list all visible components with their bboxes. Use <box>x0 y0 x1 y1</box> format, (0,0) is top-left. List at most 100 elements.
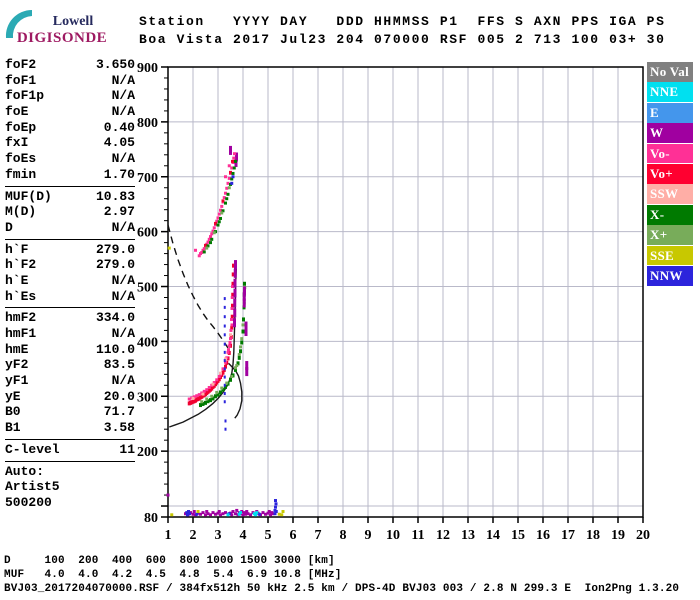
param-label: h`E <box>5 272 29 288</box>
param-value: N/A <box>111 104 135 120</box>
param-label: foF1p <box>5 88 45 104</box>
param-value: 20.0 <box>103 388 135 404</box>
param-row: fmin 1.70 <box>5 167 135 183</box>
svg-text:5: 5 <box>265 528 272 543</box>
param-value: 2.97 <box>103 204 135 220</box>
param-value: 11 <box>119 441 135 457</box>
param-value: 0.40 <box>103 119 135 135</box>
svg-text:14: 14 <box>486 528 500 543</box>
param-row: yE 20.0 <box>5 389 135 405</box>
param-value: N/A <box>111 288 135 304</box>
legend-item: SSW <box>647 184 693 205</box>
svg-text:10: 10 <box>386 528 400 543</box>
logo-digisonde: DIGISONDE <box>16 30 108 46</box>
svg-text:18: 18 <box>586 528 600 543</box>
param-label: Artist5 <box>5 479 60 495</box>
param-value: 71.7 <box>103 404 135 420</box>
param-row: MUF(D) 10.83 <box>5 189 135 205</box>
dmuf-table: D 100 200 400 600 800 1000 1500 3000 [km… <box>4 555 342 582</box>
svg-text:12: 12 <box>436 528 450 543</box>
param-value: 279.0 <box>95 241 135 257</box>
param-label: foE <box>5 104 29 120</box>
param-row: B0 71.7 <box>5 404 135 420</box>
svg-text:8: 8 <box>340 528 347 543</box>
param-value: 334.0 <box>95 310 135 326</box>
param-label: h`Es <box>5 288 37 304</box>
param-row: Auto: <box>5 464 135 480</box>
param-label: M(D) <box>5 204 37 220</box>
param-label: yF1 <box>5 373 29 389</box>
logo-lowell: Lowell <box>52 14 94 29</box>
param-row: Artist5 <box>5 479 135 495</box>
logo: Lowell DIGISONDE <box>2 6 120 54</box>
param-label: hmF2 <box>5 310 37 326</box>
legend-item: W <box>647 123 693 144</box>
param-row: yF1 N/A <box>5 373 135 389</box>
param-label: h`F <box>5 241 29 257</box>
param-value: 1.70 <box>103 166 135 182</box>
param-row: foF2 3.650 <box>5 57 135 73</box>
param-row: yF2 83.5 <box>5 357 135 373</box>
param-value: 3.650 <box>95 57 135 72</box>
param-label: Auto: <box>5 463 45 479</box>
param-row: h`F 279.0 <box>5 242 135 258</box>
param-row: hmF2 334.0 <box>5 310 135 326</box>
legend-item: Vo- <box>647 143 693 164</box>
legend-item: NNW <box>647 265 693 286</box>
param-row: fxI 4.05 <box>5 135 135 151</box>
svg-text:80: 80 <box>144 511 158 526</box>
svg-text:400: 400 <box>137 335 158 350</box>
svg-text:4: 4 <box>240 528 247 543</box>
param-label: yF2 <box>5 357 29 373</box>
svg-text:13: 13 <box>461 528 475 543</box>
header-fields-line: Station YYYY DAY DDD HHMMSS P1 FFS S AXN… <box>139 14 666 29</box>
param-label: yE <box>5 388 21 404</box>
param-panel: foF2 3.650 foF1 N/A foF1p N/A foE N/A foEp 0.40 fx… <box>5 57 135 511</box>
param-row: foEs N/A <box>5 151 135 167</box>
param-value: 279.0 <box>95 257 135 273</box>
param-divider <box>5 460 135 462</box>
param-divider <box>5 307 135 309</box>
param-value: 4.05 <box>103 135 135 151</box>
param-row: 500200 <box>5 495 135 511</box>
svg-text:20: 20 <box>636 528 650 543</box>
svg-text:11: 11 <box>411 528 424 543</box>
svg-text:800: 800 <box>137 116 158 131</box>
param-value: N/A <box>111 326 135 341</box>
param-label: fmin <box>5 166 37 182</box>
param-label: 500200 <box>5 494 52 510</box>
svg-text:1: 1 <box>165 528 172 543</box>
param-divider <box>5 185 135 187</box>
param-label: B0 <box>5 404 21 420</box>
param-row: C-level 11 <box>5 442 135 458</box>
param-label: foF1 <box>5 72 37 88</box>
legend-item: X- <box>647 204 693 225</box>
svg-text:300: 300 <box>137 390 158 405</box>
param-row: h`Es N/A <box>5 289 135 305</box>
status-line: BVJ03_2017204070000.RSF / 384fx512h 50 k… <box>4 583 680 595</box>
legend-item: SSE <box>647 245 693 266</box>
param-row: M(D) 2.97 <box>5 204 135 220</box>
svg-text:200: 200 <box>137 445 158 460</box>
svg-text:700: 700 <box>137 171 158 186</box>
param-label: foEp <box>5 119 37 135</box>
svg-text:2: 2 <box>190 528 197 543</box>
legend-item: NNE <box>647 82 693 103</box>
param-row: foF1 N/A <box>5 73 135 89</box>
header-block: Station YYYY DAY DDD HHMMSS P1 FFS S AXN… <box>139 13 665 49</box>
param-row: foF1p N/A <box>5 88 135 104</box>
svg-text:3: 3 <box>215 528 222 543</box>
param-value: N/A <box>111 373 135 389</box>
param-label: foF2 <box>5 57 37 72</box>
param-row: B1 3.58 <box>5 420 135 436</box>
legend: No Val NNE E W Vo- Vo+ SSW X- X+ SSE NNW <box>647 62 693 286</box>
param-divider <box>5 438 135 440</box>
param-value: 110.0 <box>95 341 135 357</box>
param-row: D N/A <box>5 220 135 236</box>
logo-arc-icon <box>5 9 33 38</box>
param-value: N/A <box>111 272 135 288</box>
param-row: h`E N/A <box>5 273 135 289</box>
param-value: 10.83 <box>95 188 135 204</box>
param-label: D <box>5 219 13 235</box>
svg-text:16: 16 <box>536 528 550 543</box>
